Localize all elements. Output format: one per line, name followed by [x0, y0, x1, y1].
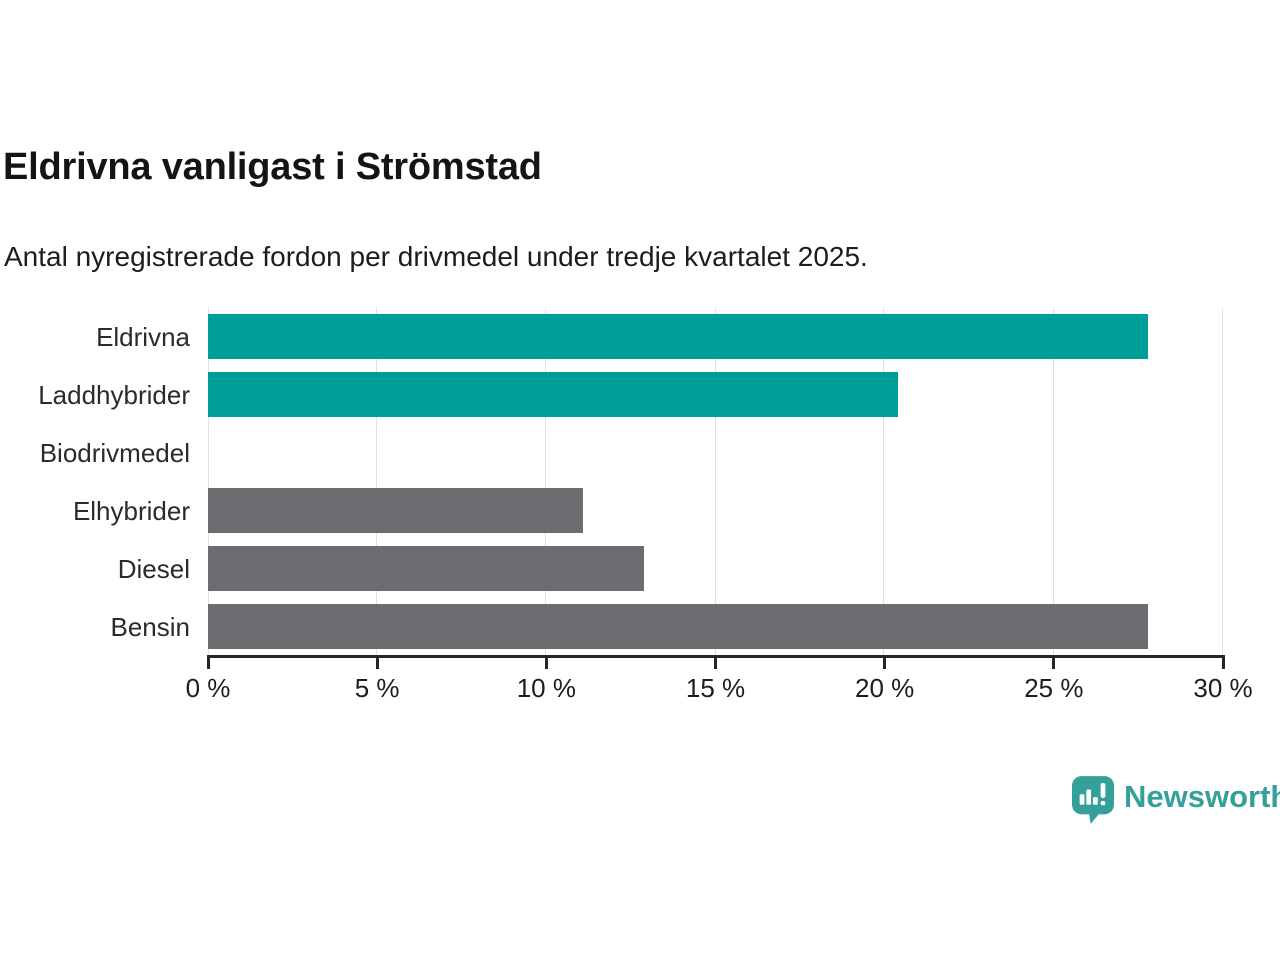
- newsworthy-logo-text: Newsworthy: [1124, 779, 1280, 814]
- bar: [208, 546, 645, 591]
- axis-tick-label: 30 %: [1193, 673, 1253, 703]
- chart-title: Eldrivna vanligast i Strömstad: [3, 146, 542, 188]
- bar-track: [208, 598, 1222, 656]
- gridline: [207, 308, 209, 656]
- category-label: Laddhybrider: [38, 379, 190, 410]
- gridline: [883, 308, 885, 656]
- gridline: [376, 308, 378, 656]
- axis-tick-label: 10 %: [516, 673, 576, 703]
- bar-track: [208, 540, 1222, 598]
- category-label: Biodrivmedel: [39, 437, 190, 468]
- gridline: [1221, 308, 1223, 656]
- axis-tick-label: 0 %: [185, 673, 231, 703]
- axis-tick: [1221, 655, 1225, 669]
- category-label: Diesel: [117, 553, 190, 584]
- axis-tick-label: 5 %: [354, 673, 400, 703]
- bar-row: Bensin: [0, 598, 1222, 656]
- axis-tick-label: 15 %: [685, 673, 746, 703]
- bar-track: [208, 308, 1222, 366]
- bar-track: [208, 424, 1222, 482]
- bar: [208, 604, 1148, 649]
- chart-subtitle: Antal nyregistrerade fordon per drivmede…: [4, 241, 868, 272]
- newsworthy-speech-bubble-bar-chart-icon: [1072, 776, 1114, 824]
- category-label: Eldrivna: [96, 321, 190, 352]
- axis-tick: [544, 655, 548, 669]
- bar: [208, 372, 898, 417]
- bar-row: Diesel: [0, 540, 1222, 598]
- axis-tick-label: 20 %: [855, 673, 915, 703]
- newsworthy-logo: Newsworthy: [1072, 776, 1280, 824]
- axis-tick: [206, 655, 210, 669]
- bar-chart: Eldrivna Laddhybrider Biodrivmedel Elhybrid…: [0, 308, 1253, 703]
- bar-row: Eldrivna: [0, 308, 1222, 366]
- gridline: [545, 308, 547, 656]
- gridline: [1052, 308, 1054, 656]
- bar-track: [208, 482, 1222, 540]
- chart-rows: Eldrivna Laddhybrider Biodrivmedel Elhybrid…: [0, 308, 1222, 656]
- axis-tick: [375, 655, 379, 669]
- gridline: [714, 308, 716, 656]
- bar-track: [208, 366, 1222, 424]
- plot-area: [207, 308, 1223, 656]
- category-label: Bensin: [110, 611, 191, 642]
- bar: [208, 314, 1148, 359]
- bar-row: Laddhybrider: [0, 366, 1222, 424]
- axis-tick: [883, 655, 887, 669]
- x-axis: 0 % 5 % 10 % 15 % 20 % 25 % 30 %: [186, 655, 1253, 715]
- axis-tick: [714, 655, 717, 669]
- bar: [208, 488, 584, 533]
- axis-tick-label: 25 %: [1024, 673, 1084, 703]
- axis-tick: [1052, 655, 1056, 669]
- bar-row: Biodrivmedel: [0, 424, 1222, 482]
- bar-row: Elhybrider: [0, 482, 1222, 540]
- category-label: Elhybrider: [72, 495, 190, 526]
